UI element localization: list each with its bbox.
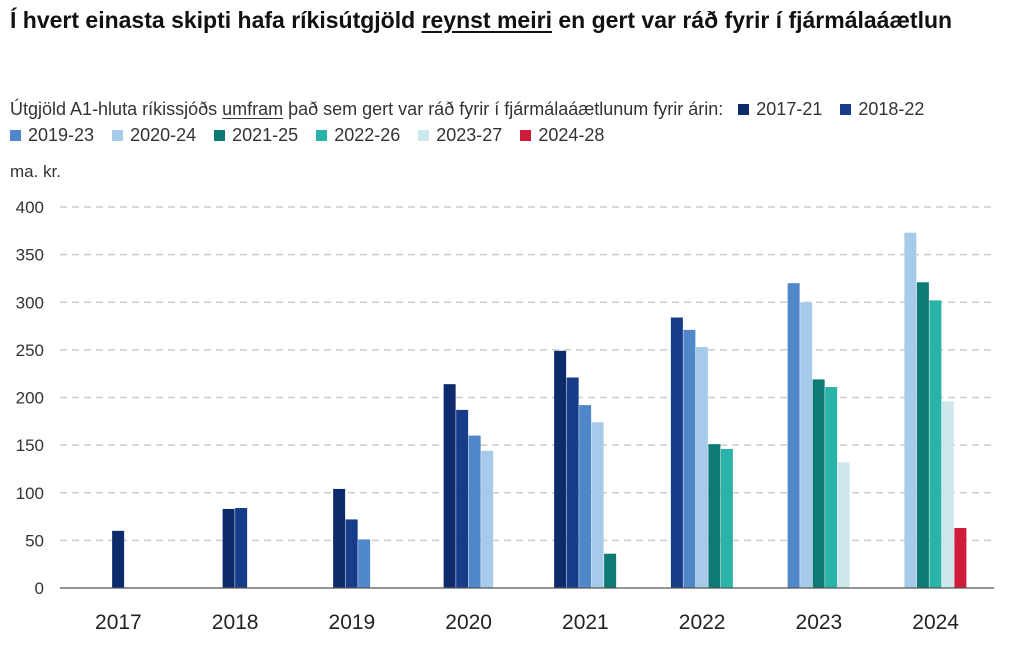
bar-2023-2020-24: [800, 302, 813, 588]
bar-2023-2023-27: [837, 462, 850, 588]
legend-swatch: [316, 130, 328, 141]
bar-2023-2021-25: [812, 379, 825, 588]
y-tick-label: 50: [25, 531, 44, 550]
chart-subtitle-emphasis: umfram: [222, 99, 284, 119]
legend-swatch: [418, 130, 430, 141]
bar-2020-2018-22: [456, 409, 469, 588]
bar-2021-2018-22: [566, 377, 579, 588]
legend-label: 2020-24: [130, 125, 197, 145]
x-tick-label: 2021: [562, 611, 609, 634]
legend-label: 2023-27: [436, 125, 503, 145]
legend-label: 2019-23: [28, 125, 95, 145]
bar-2020-2019-23: [468, 435, 481, 588]
legend-item: 2023-27: [418, 122, 502, 148]
x-tick-label: 2024: [912, 611, 959, 634]
legend-label: 2021-25: [232, 125, 299, 145]
y-tick-label: 250: [16, 341, 44, 360]
legend-item: 2021-25: [214, 122, 298, 148]
bar-2022-2021-25: [708, 444, 721, 588]
bar-2019-2019-23: [358, 539, 371, 588]
bar-2018-2017-21: [222, 508, 235, 588]
legend-swatch: [112, 130, 124, 141]
x-tick-label: 2020: [445, 611, 492, 634]
bar-2021-2017-21: [554, 350, 567, 588]
chart-subtitle-part2: það sem gert var ráð fyrir í fjármálaáæt…: [283, 99, 724, 119]
x-tick-label: 2023: [796, 611, 843, 634]
bar-2024-2024-28: [954, 527, 967, 588]
bar-2024-2021-25: [916, 282, 929, 588]
chart-subtitle: Útgjöld A1-hluta ríkissjóðs umfram það s…: [10, 96, 1010, 148]
legend-swatch: [840, 104, 852, 115]
x-tick-label: 2017: [95, 611, 142, 634]
bar-2021-2019-23: [579, 405, 592, 588]
legend-swatch: [214, 130, 226, 141]
bar-2017-2017-21: [112, 530, 125, 588]
bar-2022-2022-26: [720, 448, 733, 588]
legend-label: 2017-21: [756, 99, 823, 119]
bar-2024-2023-27: [941, 401, 954, 588]
x-tick-label: 2019: [329, 611, 376, 634]
x-tick-label: 2022: [679, 611, 726, 634]
bar-2022-2020-24: [695, 347, 708, 588]
y-tick-label: 400: [16, 198, 44, 217]
bar-2020-2017-21: [443, 384, 456, 588]
chart-legend: 2017-21 2018-22 2019-23 2020-24 2021-25 2022-…: [10, 99, 942, 145]
bar-2024-2022-26: [929, 300, 942, 588]
bar-2022-2018-22: [670, 317, 683, 588]
y-tick-label: 300: [16, 293, 44, 312]
legend-item: 2019-23: [10, 122, 94, 148]
legend-item: 2022-26: [316, 122, 400, 148]
bar-2018-2018-22: [235, 507, 248, 588]
legend-item: 2024-28: [520, 122, 604, 148]
y-tick-label: 200: [16, 389, 44, 408]
y-tick-label: 100: [16, 484, 44, 503]
legend-item: 2018-22: [840, 96, 924, 122]
chart-subtitle-part1: Útgjöld A1-hluta ríkissjóðs: [10, 99, 223, 119]
bar-2024-2020-24: [904, 232, 917, 588]
bar-2021-2020-24: [591, 422, 604, 588]
legend-label: 2024-28: [538, 125, 605, 145]
legend-label: 2018-22: [858, 99, 925, 119]
legend-item: 2020-24: [112, 122, 196, 148]
bar-2023-2022-26: [825, 387, 838, 588]
legend-swatch: [10, 130, 21, 141]
y-axis-unit-label: ma. kr.: [10, 162, 62, 181]
bar-2023-2019-23: [787, 283, 800, 588]
y-tick-label: 350: [16, 246, 44, 265]
legend-swatch: [738, 104, 750, 115]
bar-2021-2021-25: [604, 553, 617, 588]
legend-item: 2017-21: [738, 96, 822, 122]
bar-2020-2020-24: [481, 450, 494, 588]
bar-2019-2018-22: [345, 519, 358, 588]
bar-2022-2019-23: [683, 329, 696, 588]
bar-2019-2017-21: [333, 488, 346, 588]
y-tick-label: 0: [35, 579, 44, 598]
legend-swatch: [520, 130, 532, 141]
chart-title-part1: Í hvert einasta skipti hafa ríkisútgjöld: [10, 7, 422, 33]
x-tick-label: 2018: [212, 611, 259, 634]
chart-title-part2: en gert var ráð fyrir í fjármálaáætlun: [551, 7, 953, 33]
legend-label: 2022-26: [334, 125, 401, 145]
chart-title: Í hvert einasta skipti hafa ríkisútgjöld…: [10, 4, 1010, 37]
y-tick-label: 150: [16, 436, 44, 455]
chart-title-emphasis: reynst meiri: [421, 7, 552, 33]
